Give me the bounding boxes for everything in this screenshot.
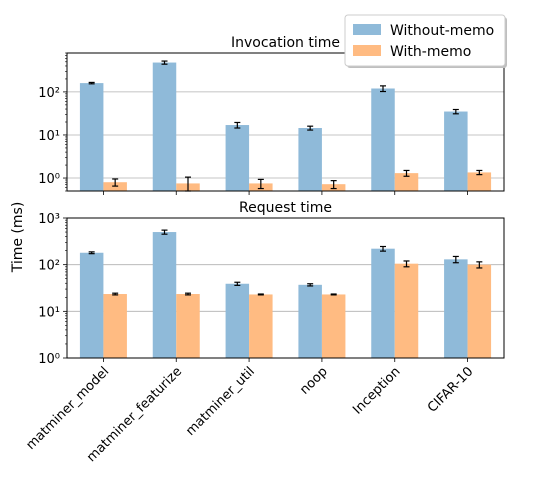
error-bar [88,251,95,255]
bar-with-memo-matminer_util [249,294,273,358]
error-bar [380,245,386,252]
panel-title: Invocation time [231,35,340,51]
bar-without-memo-noop [298,128,322,191]
error-bar [452,255,459,264]
plot-frame [66,52,505,192]
error-bar [330,293,337,296]
legend-box [344,14,506,67]
bar-without-memo-inception [371,88,395,191]
error-bar [403,260,410,268]
bar-without-memo-inception [371,248,395,358]
panels-layer: 10⁰ 10¹ 10² Invocation time 10⁰ 10¹ 10² 10³ Requ… [38,35,505,367]
error-bar [257,293,264,296]
bar-with-memo-inception [394,173,419,191]
error-bar [403,169,410,177]
error-bar [476,261,483,269]
panel-title: Request time [239,200,332,216]
error-bar [185,292,191,296]
error-bar [161,229,168,235]
error-bar [234,121,241,129]
error-bar [257,178,264,190]
bar-without-memo-matminer_model [79,83,104,191]
bar-with-memo-cifar-10 [467,172,492,191]
bar-without-memo-matminer_util [225,125,250,191]
bar-without-memo-matminer_util [225,283,250,358]
y-tick-label: 10⁰ [38,352,60,367]
x-tick-label: matminer_util [183,364,258,439]
panel-invocation-time: 10⁰ 10¹ 10² Invocation time [38,35,505,195]
bar-with-memo-matminer_model [103,294,127,358]
x-tick-label: noop [297,364,331,398]
error-bar [307,125,314,131]
error-bar [452,108,459,115]
bar-with-memo-matminer_featurize [176,294,200,358]
error-bar [476,169,483,176]
bar-without-memo-cifar-10 [444,111,468,191]
y-tick-label: 10² [38,259,60,274]
y-tick-label: 10¹ [38,129,60,144]
bar-with-memo-noop [321,294,346,358]
error-bar [380,85,386,93]
error-bar [307,283,314,287]
legend-label: With-memo [390,44,471,60]
bar-without-memo-matminer_model [79,252,104,358]
error-bar [330,180,337,190]
legend-label: Without-memo [390,23,494,39]
error-bar [112,292,119,296]
plot-frame [66,217,505,359]
bar-with-memo-inception [394,263,419,358]
error-bar [88,81,95,85]
x-tick-labels: matminer_modelmatminer_featurizematminer… [23,364,476,465]
bar-without-memo-matminer_featurize [152,232,177,358]
bar-with-memo-cifar-10 [467,264,492,358]
legend: Without-memo With-memo [344,14,507,68]
y-tick-label: 10⁰ [38,172,60,187]
x-tick-label: Inception [350,364,403,417]
y-tick-label: 10² [38,86,60,101]
legend-swatch [353,45,381,56]
legend-swatch [353,24,381,35]
error-bar [234,281,241,286]
y-tick-label: 10¹ [38,305,60,320]
y-tick-label: 10³ [38,212,60,227]
bar-without-memo-cifar-10 [444,259,468,358]
panel-request-time: 10⁰ 10¹ 10² 10³ Request time [38,200,505,367]
bar-without-memo-matminer_featurize [152,62,177,191]
error-bar [161,60,168,65]
y-axis-label: Time (ms) [10,202,26,274]
bar-without-memo-noop [298,284,322,358]
error-bar [112,178,119,187]
x-tick-label: CIFAR-10 [425,364,476,415]
